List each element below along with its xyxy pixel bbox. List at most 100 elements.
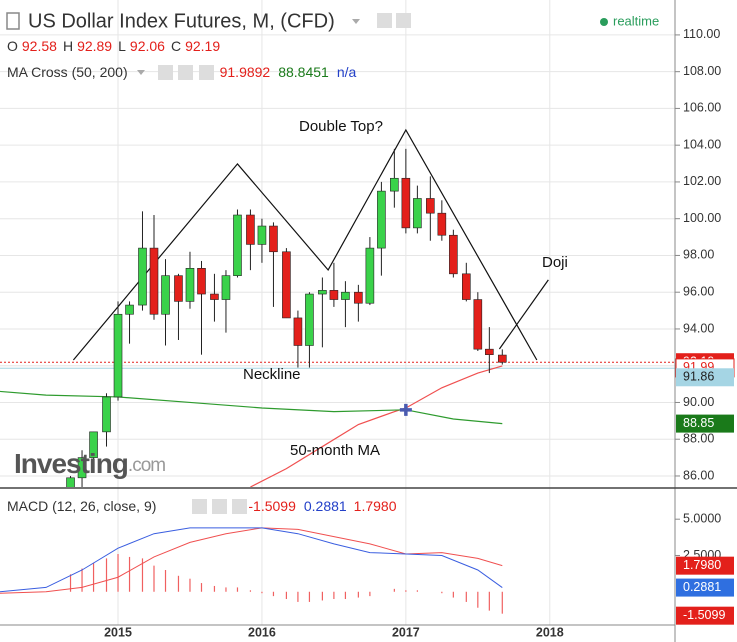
macd-value: 1.7980 — [354, 498, 397, 514]
ohlc-label: C — [171, 38, 181, 54]
candle-body — [473, 299, 483, 350]
macd-value: -1.5099 — [248, 498, 296, 514]
price-label — [676, 414, 734, 433]
candle-body — [282, 251, 291, 319]
candle-body — [138, 247, 147, 306]
moving-average — [0, 390, 503, 425]
candle-body — [257, 225, 267, 245]
y-tick-label: 90.00 — [683, 395, 714, 409]
candle-body — [377, 190, 386, 249]
y-tick-label: 94.00 — [683, 321, 714, 335]
candle-body — [149, 247, 159, 315]
candle-body — [174, 275, 183, 302]
candle-body — [305, 293, 314, 346]
macd-axis-label-text: -1.5099 — [683, 608, 725, 622]
eye-icon[interactable] — [158, 65, 173, 80]
candle-body — [102, 396, 111, 433]
indicator-title: MA Cross (50, 200) — [7, 64, 128, 80]
pattern-line — [72, 128, 538, 361]
candle-body — [401, 177, 411, 229]
candle-body — [462, 273, 471, 300]
y-tick-label: 102.00 — [683, 174, 721, 188]
candle-body — [246, 214, 255, 245]
y-tick-label: 106.00 — [683, 101, 721, 115]
candle-body — [485, 348, 494, 355]
ohlc-value: 92.19 — [185, 38, 220, 54]
macd-axis-label-text: 0.2881 — [683, 580, 721, 594]
price-label-text: 88.85 — [683, 416, 714, 430]
y-tick-label: 98.00 — [683, 248, 714, 262]
candle-body — [77, 457, 87, 479]
ohlc-label: L — [118, 38, 126, 54]
candle-body — [197, 268, 206, 295]
x-tick-label: 2015 — [104, 625, 132, 639]
ohlc-label: O — [7, 38, 18, 54]
candle-body — [293, 317, 303, 346]
y-tick-label: 5.0000 — [683, 511, 721, 525]
settings-icon[interactable] — [212, 499, 227, 514]
watermark: Investing.com — [14, 448, 165, 479]
indicator-na: n/a — [337, 64, 357, 80]
chart-title: US Dollar Index Futures, M, (CFD) — [28, 10, 335, 32]
candle-body — [185, 268, 195, 302]
eye-icon[interactable] — [377, 13, 392, 28]
ohlc-value: 92.58 — [22, 38, 57, 54]
macd-value: 0.2881 — [304, 498, 347, 514]
doji-pointer — [498, 279, 549, 350]
candle-body — [161, 275, 170, 315]
neckline-label: Neckline — [243, 366, 301, 383]
status: realtime — [613, 13, 659, 28]
x-tick-label: 2016 — [248, 625, 276, 639]
dropdown-arrow[interactable] — [352, 19, 360, 24]
candle-body — [329, 290, 339, 300]
y-tick-label: 104.00 — [683, 137, 721, 151]
doji-label: Doji — [542, 254, 568, 271]
status-dot — [600, 18, 608, 26]
price-label-text: 91.86 — [683, 370, 714, 384]
y-tick-label: 108.00 — [683, 64, 721, 78]
settings-icon[interactable] — [178, 65, 193, 80]
candle-body — [269, 225, 278, 253]
indicator-value: 88.8451 — [278, 64, 329, 80]
macd-axis-label-text: 1.7980 — [683, 558, 721, 572]
candle-body — [413, 198, 422, 229]
candle-body — [210, 293, 219, 300]
macd-title: MACD (12, 26, close, 9) — [7, 498, 156, 514]
ma-label: 50-month MA — [290, 442, 380, 459]
candle-body — [341, 291, 350, 300]
candle-body — [365, 247, 375, 304]
candle-body — [390, 177, 399, 192]
candle-body — [449, 234, 458, 275]
watermark-suffix: .com — [128, 455, 165, 476]
ohlc-value: 92.89 — [77, 38, 112, 54]
candle-body — [125, 304, 134, 315]
moving-average — [250, 365, 503, 487]
macd-axis-label — [676, 556, 734, 575]
collapse-icon[interactable] — [6, 12, 20, 30]
candle-body — [318, 290, 327, 295]
y-tick-label: 100.00 — [683, 211, 721, 225]
x-tick-label: 2018 — [536, 625, 564, 639]
macd-legend: MACD (12, 26, close, 9) -1.5099 0.2881 1.79… — [7, 498, 397, 514]
close-icon[interactable] — [199, 65, 214, 80]
price-label — [676, 368, 734, 387]
candle-body — [426, 198, 435, 214]
close-icon[interactable] — [232, 499, 247, 514]
settings-icon[interactable] — [396, 13, 411, 28]
macd-axis-label — [676, 606, 734, 625]
candle-body — [113, 313, 123, 398]
signal-line — [0, 527, 503, 594]
y-tick-label: 110.00 — [683, 27, 720, 41]
candle-body — [354, 291, 363, 304]
ohlc-legend: O 92.58 H 92.89 L 92.06 C 92.19 — [7, 38, 220, 54]
dropdown-arrow[interactable] — [137, 70, 145, 75]
eye-icon[interactable] — [192, 499, 207, 514]
candle-body — [437, 212, 447, 236]
y-tick-label: 86.00 — [683, 468, 714, 482]
ohlc-value: 92.06 — [130, 38, 165, 54]
candle-body — [497, 354, 507, 363]
macd-line — [0, 527, 503, 593]
macd-axis-label — [676, 578, 734, 597]
candle-body — [233, 214, 242, 276]
y-tick-label: 88.00 — [683, 432, 714, 446]
